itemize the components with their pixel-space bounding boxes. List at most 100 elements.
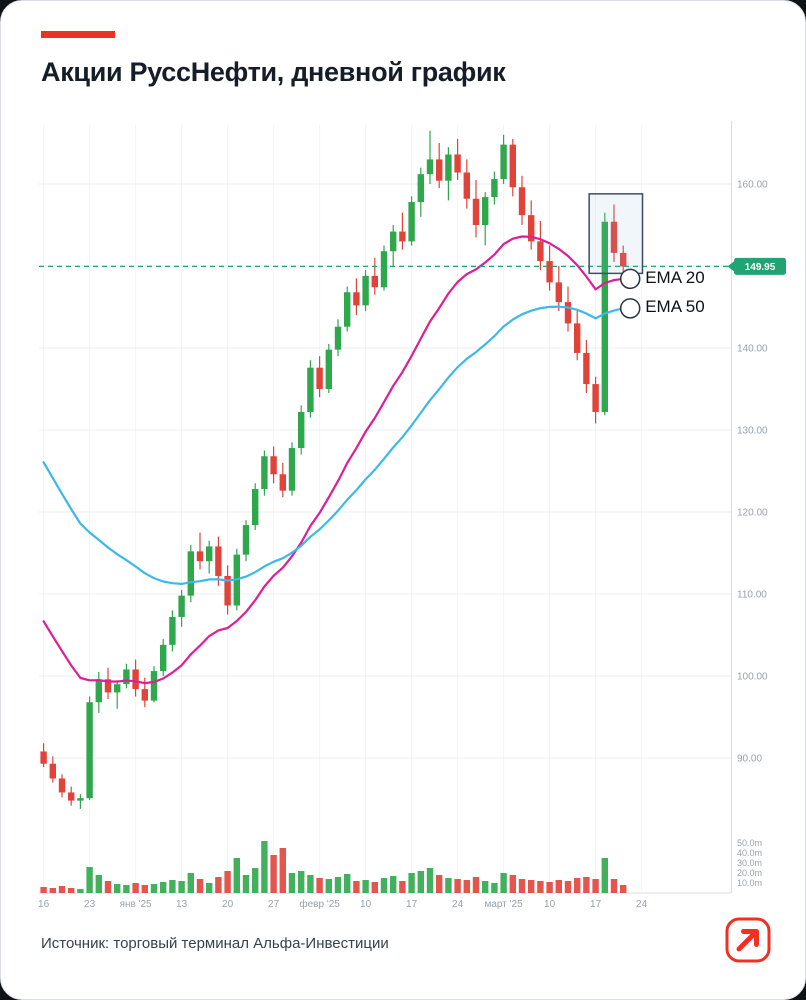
volume-bar	[40, 887, 47, 893]
volume-bar	[270, 855, 277, 893]
volume-bar	[472, 877, 480, 893]
candle	[436, 159, 443, 181]
volume-bar	[482, 881, 489, 893]
candle	[463, 172, 470, 199]
svg-text:20: 20	[222, 899, 234, 910]
volume-bar	[445, 878, 452, 893]
volume-bar	[261, 841, 268, 893]
candle	[408, 202, 415, 242]
volume-layer	[40, 841, 627, 893]
volume-bar	[537, 881, 544, 893]
candle	[77, 798, 84, 801]
volume-bar	[344, 874, 351, 893]
svg-text:23: 23	[84, 899, 96, 910]
grid-horizontal-layer	[39, 183, 731, 759]
candle	[528, 215, 535, 242]
svg-text:40.0m: 40.0m	[737, 848, 762, 858]
volume-bar	[150, 884, 158, 893]
ema20-marker-circle	[619, 268, 641, 290]
volume-bar	[371, 882, 378, 893]
volume-bar	[206, 883, 213, 893]
volume-bar	[564, 881, 572, 893]
volume-bar	[288, 873, 296, 893]
candle	[261, 456, 268, 490]
candle	[279, 474, 286, 491]
volume-bar	[123, 885, 130, 893]
candle	[206, 546, 213, 562]
volume-bar	[215, 877, 222, 893]
candle	[40, 751, 47, 764]
candle	[426, 159, 434, 175]
candle	[123, 669, 130, 685]
candle	[132, 669, 139, 690]
candle	[445, 154, 452, 181]
candle	[288, 448, 296, 491]
ema20-annotation-label: EMA 20	[645, 267, 705, 287]
svg-text:24: 24	[452, 899, 464, 910]
grid-vertical-layer	[43, 125, 643, 891]
volume-bar	[104, 881, 112, 893]
svg-text:90.00: 90.00	[737, 754, 762, 765]
volume-bar	[307, 875, 314, 893]
svg-text:17: 17	[406, 899, 418, 910]
volume-bar	[169, 880, 176, 893]
svg-text:160.00: 160.00	[737, 180, 768, 191]
volume-bar	[187, 873, 194, 893]
candle	[564, 302, 572, 324]
volume-bar	[58, 886, 66, 893]
svg-text:20.0m: 20.0m	[737, 868, 762, 878]
candle	[518, 187, 526, 216]
volume-bar	[509, 875, 516, 893]
volume-bar	[399, 881, 406, 893]
candle	[141, 689, 148, 701]
candle	[325, 349, 332, 389]
candle	[620, 252, 627, 267]
ema-marker-annotations	[619, 268, 641, 319]
candle	[454, 154, 461, 173]
candle	[58, 778, 66, 793]
volume-bar	[325, 879, 332, 893]
volume-bar	[114, 884, 121, 893]
candle	[334, 326, 342, 350]
volume-bar	[242, 875, 250, 893]
candle	[160, 644, 167, 672]
svg-text:120.00: 120.00	[737, 508, 768, 519]
candle	[307, 367, 314, 412]
svg-text:10: 10	[544, 899, 556, 910]
candle	[601, 221, 608, 412]
svg-text:март '25: март '25	[485, 899, 524, 910]
candle	[298, 411, 305, 449]
alfa-investments-logo	[725, 917, 771, 963]
candle	[344, 292, 351, 327]
candle	[500, 144, 507, 180]
volume-bar	[316, 878, 323, 893]
volume-bar	[583, 877, 590, 893]
last-price-badge: 149.95	[727, 257, 786, 275]
volume-bar	[620, 885, 627, 893]
svg-text:100.00: 100.00	[737, 672, 768, 683]
candle	[169, 616, 176, 645]
ema50-annotation-label: EMA 50	[645, 297, 705, 317]
svg-text:10: 10	[360, 899, 372, 910]
volume-bar	[132, 883, 139, 893]
volume-bar	[491, 883, 498, 893]
svg-text:13: 13	[176, 899, 188, 910]
candle	[224, 575, 231, 606]
volume-bar	[95, 875, 102, 893]
volume-bar	[408, 873, 415, 893]
svg-text:янв '25: янв '25	[120, 899, 152, 910]
volume-bar	[500, 873, 507, 893]
candle	[95, 679, 102, 703]
highlight-box-annotation	[588, 193, 644, 275]
volume-bar	[77, 889, 84, 893]
volume-bar	[592, 879, 599, 893]
source-caption: Источник: торговый терминал Альфа-Инвест…	[41, 935, 389, 952]
volume-bar	[49, 888, 56, 893]
volume-bar	[233, 858, 240, 893]
volume-bar	[426, 868, 434, 893]
page-title: Акции РуссНефти, дневной график	[41, 57, 506, 87]
volume-bar	[610, 879, 618, 893]
candle	[270, 456, 277, 475]
ema20-line	[42, 235, 625, 685]
